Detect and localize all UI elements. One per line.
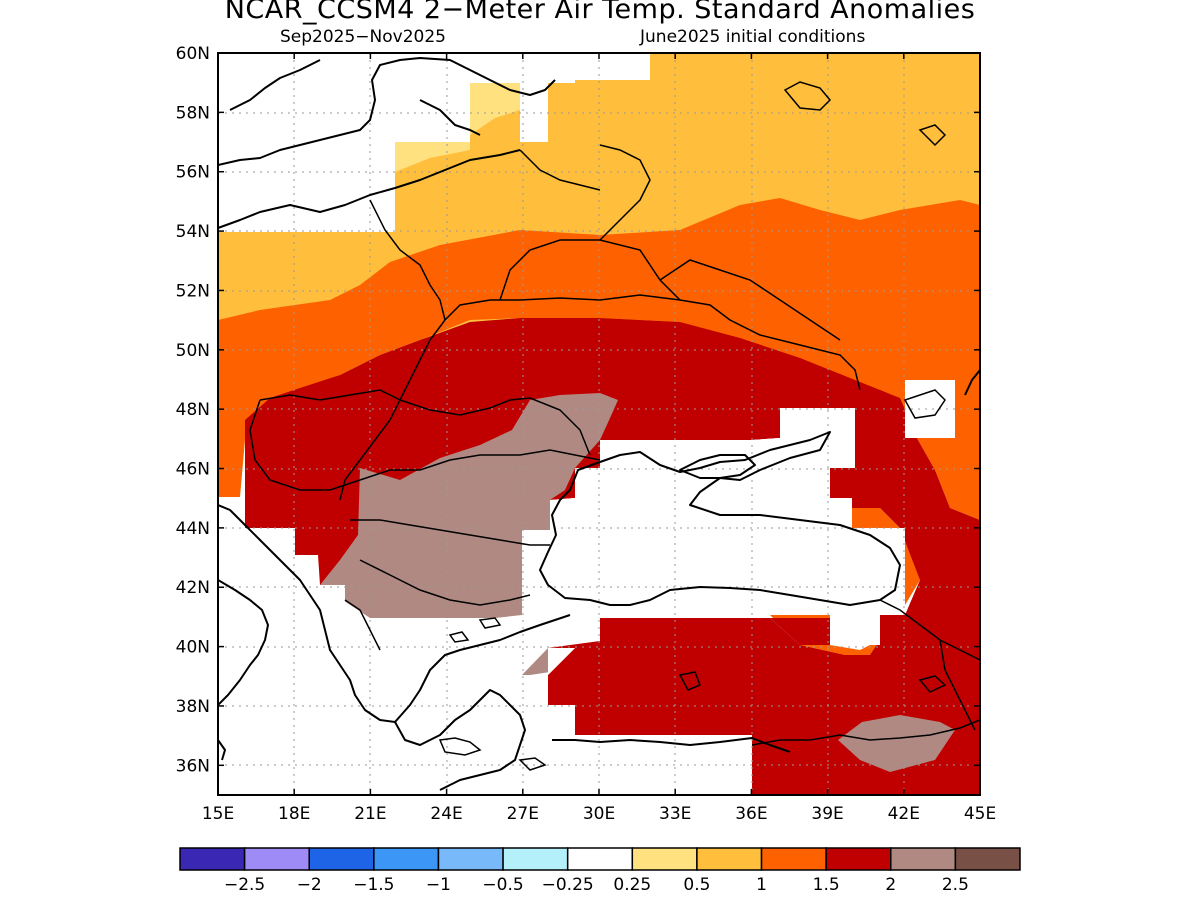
y-tick-label: 50N xyxy=(176,341,210,361)
islands xyxy=(438,81,947,771)
y-tick-label: 36N xyxy=(176,756,210,776)
y-tick-label: 58N xyxy=(176,103,210,123)
y-tick-label: 40N xyxy=(176,638,210,658)
y-tick-label: 38N xyxy=(176,697,210,717)
y-tick-label: 54N xyxy=(176,222,210,242)
y-tick-label: 48N xyxy=(176,400,210,420)
x-tick-label: 18E xyxy=(278,804,310,824)
anomaly-region-brown xyxy=(320,393,618,648)
legend-swatch xyxy=(696,847,763,871)
legend-label: −2 xyxy=(297,875,322,895)
y-tick-label: 56N xyxy=(176,163,210,183)
x-tick-label: 33E xyxy=(659,804,691,824)
map-title: NCAR_CCSM4 2−Meter Air Temp. Standard An… xyxy=(224,0,976,25)
x-tick-label: 45E xyxy=(964,804,996,824)
legend-label: 0.25 xyxy=(613,875,651,895)
legend-swatch xyxy=(825,847,892,871)
anomaly-region-white xyxy=(320,585,400,648)
anomaly-region-brown xyxy=(838,715,955,772)
map-period: Sep2025−Nov2025 xyxy=(280,27,446,47)
legend-swatch xyxy=(890,847,957,871)
legend-swatch xyxy=(308,847,375,871)
legend-swatch xyxy=(437,847,504,871)
anomaly-region-white xyxy=(905,380,955,438)
legend-label: −1.5 xyxy=(353,875,394,895)
legend-label: −2.5 xyxy=(224,875,265,895)
x-tick-label: 15E xyxy=(202,804,234,824)
coastlines xyxy=(218,57,980,791)
axis-labels: 15E 18E 21E 24E 27E 30E 33E 36E 39E 42E 45E 60N 58N 5… xyxy=(176,44,997,824)
legend-label: 0.5 xyxy=(683,875,710,895)
y-tick-label: 60N xyxy=(176,44,210,64)
legend-label: 1.5 xyxy=(813,875,840,895)
axis-ticks xyxy=(217,52,981,795)
legend-label: 1 xyxy=(756,875,767,895)
x-tick-label: 30E xyxy=(583,804,615,824)
map-fill xyxy=(218,53,980,795)
legend-label: −0.5 xyxy=(482,875,523,895)
grid xyxy=(218,53,980,795)
country-borders xyxy=(249,144,980,746)
y-tick-label: 42N xyxy=(176,578,210,598)
anomaly-region-dark-red xyxy=(245,318,980,795)
color-legend: −2.5 −2 −1.5 −1 −0.5 −0.25 0.25 0.5 1 1.5 2 2.5 xyxy=(179,847,1021,895)
legend-swatch xyxy=(179,847,246,871)
black-sea xyxy=(540,438,905,615)
anomaly-region-light-yellow xyxy=(395,142,470,172)
legend-label: 2 xyxy=(885,875,896,895)
legend-label: 2.5 xyxy=(942,875,969,895)
y-tick-label: 52N xyxy=(176,281,210,301)
y-tick-label: 46N xyxy=(176,460,210,480)
legend-swatch xyxy=(760,847,827,871)
x-tick-label: 39E xyxy=(811,804,843,824)
legend-swatch xyxy=(566,847,634,871)
x-tick-label: 27E xyxy=(507,804,539,824)
legend-swatch xyxy=(631,847,698,871)
legend-swatch xyxy=(243,847,310,871)
y-tick-label: 44N xyxy=(176,519,210,539)
map-init-conditions: June2025 initial conditions xyxy=(640,27,866,47)
anomaly-region-white xyxy=(218,53,650,232)
legend-swatch xyxy=(373,847,440,871)
legend-swatch xyxy=(954,847,1021,871)
x-tick-label: 42E xyxy=(888,804,920,824)
x-tick-label: 24E xyxy=(430,804,462,824)
anomaly-region-dark-red xyxy=(548,618,830,648)
anomaly-region-orange xyxy=(218,198,980,520)
anomaly-region-light-yellow xyxy=(470,83,520,135)
legend-label: −1 xyxy=(426,875,451,895)
x-tick-label: 21E xyxy=(354,804,386,824)
x-tick-label: 36E xyxy=(735,804,767,824)
legend-swatch xyxy=(502,847,569,871)
legend-label: −0.25 xyxy=(542,875,594,895)
